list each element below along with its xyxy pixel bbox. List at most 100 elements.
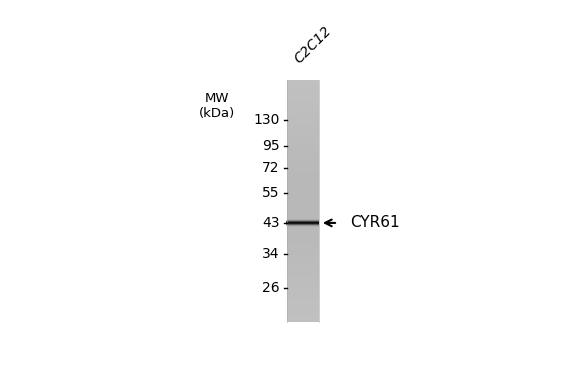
Bar [287, 301, 318, 302]
Bar [287, 92, 318, 93]
Bar [287, 224, 318, 225]
Bar [287, 164, 318, 165]
Bar [287, 125, 318, 126]
Bar [287, 88, 318, 89]
Bar [287, 165, 318, 166]
Bar [287, 242, 318, 243]
Bar [287, 160, 318, 161]
Bar [287, 305, 318, 306]
Bar [287, 191, 318, 192]
Bar [287, 120, 318, 121]
Bar [287, 104, 318, 105]
Bar [287, 141, 318, 142]
Bar [287, 195, 318, 196]
Bar [287, 133, 318, 134]
Bar [287, 179, 318, 180]
Bar [287, 317, 318, 318]
Bar [287, 153, 318, 154]
Bar [287, 81, 318, 82]
Bar [287, 103, 318, 104]
Bar [287, 214, 318, 215]
Bar [287, 213, 318, 214]
Bar [287, 117, 318, 118]
Bar [287, 244, 318, 245]
Bar [287, 144, 318, 145]
Bar [287, 80, 318, 81]
Bar [287, 210, 318, 211]
Bar [287, 188, 318, 189]
Bar [287, 112, 318, 113]
Bar [287, 233, 318, 234]
Bar [287, 266, 318, 267]
Bar [287, 84, 318, 85]
Bar [287, 240, 318, 241]
Bar [287, 246, 318, 247]
Bar [287, 140, 318, 141]
Bar [287, 177, 318, 178]
Bar [287, 142, 318, 143]
Bar [287, 286, 318, 287]
Bar [287, 146, 318, 147]
Bar [287, 127, 318, 128]
Bar [287, 311, 318, 312]
Bar [287, 300, 318, 301]
Bar [287, 275, 318, 276]
Bar [287, 259, 318, 260]
Bar [287, 287, 318, 288]
Bar [287, 220, 318, 221]
Bar [287, 262, 318, 263]
Bar [287, 201, 318, 202]
Text: CYR61: CYR61 [350, 215, 400, 231]
Bar [287, 109, 318, 110]
Bar [287, 257, 318, 258]
Bar [287, 237, 318, 238]
Bar [287, 132, 318, 133]
Bar [287, 283, 318, 284]
Bar [287, 189, 318, 190]
Bar [287, 151, 318, 152]
Bar [287, 222, 318, 223]
Bar [287, 126, 318, 127]
Bar [287, 304, 318, 305]
Bar [287, 282, 318, 283]
Bar [287, 212, 318, 213]
Bar [287, 180, 318, 181]
Bar [287, 150, 318, 151]
Bar [287, 299, 318, 300]
Bar [287, 97, 318, 98]
Bar [287, 291, 318, 292]
Bar [287, 208, 318, 209]
Bar [287, 274, 318, 275]
Bar [287, 253, 318, 254]
Bar [287, 298, 318, 299]
Bar [287, 171, 318, 172]
Bar [287, 228, 318, 229]
Bar [287, 168, 318, 169]
Bar [287, 290, 318, 291]
Bar [287, 217, 318, 218]
Bar [287, 193, 318, 194]
Bar [287, 184, 318, 185]
Bar [287, 316, 318, 317]
Bar [287, 198, 318, 199]
Bar [287, 318, 318, 319]
Bar [287, 295, 318, 296]
Bar [287, 100, 318, 101]
Bar [287, 215, 318, 216]
Bar [287, 154, 318, 155]
Text: C2C12: C2C12 [292, 23, 335, 66]
Bar [287, 108, 318, 109]
Bar [287, 194, 318, 195]
Bar [287, 223, 318, 224]
Bar [287, 302, 318, 304]
Bar [287, 205, 318, 206]
Bar [287, 190, 318, 191]
Bar [287, 186, 318, 187]
Bar [287, 115, 318, 116]
Bar [287, 118, 318, 119]
Bar [287, 129, 318, 130]
Bar [287, 309, 318, 310]
Bar [287, 202, 318, 203]
Bar [287, 239, 318, 240]
Bar [287, 113, 318, 114]
